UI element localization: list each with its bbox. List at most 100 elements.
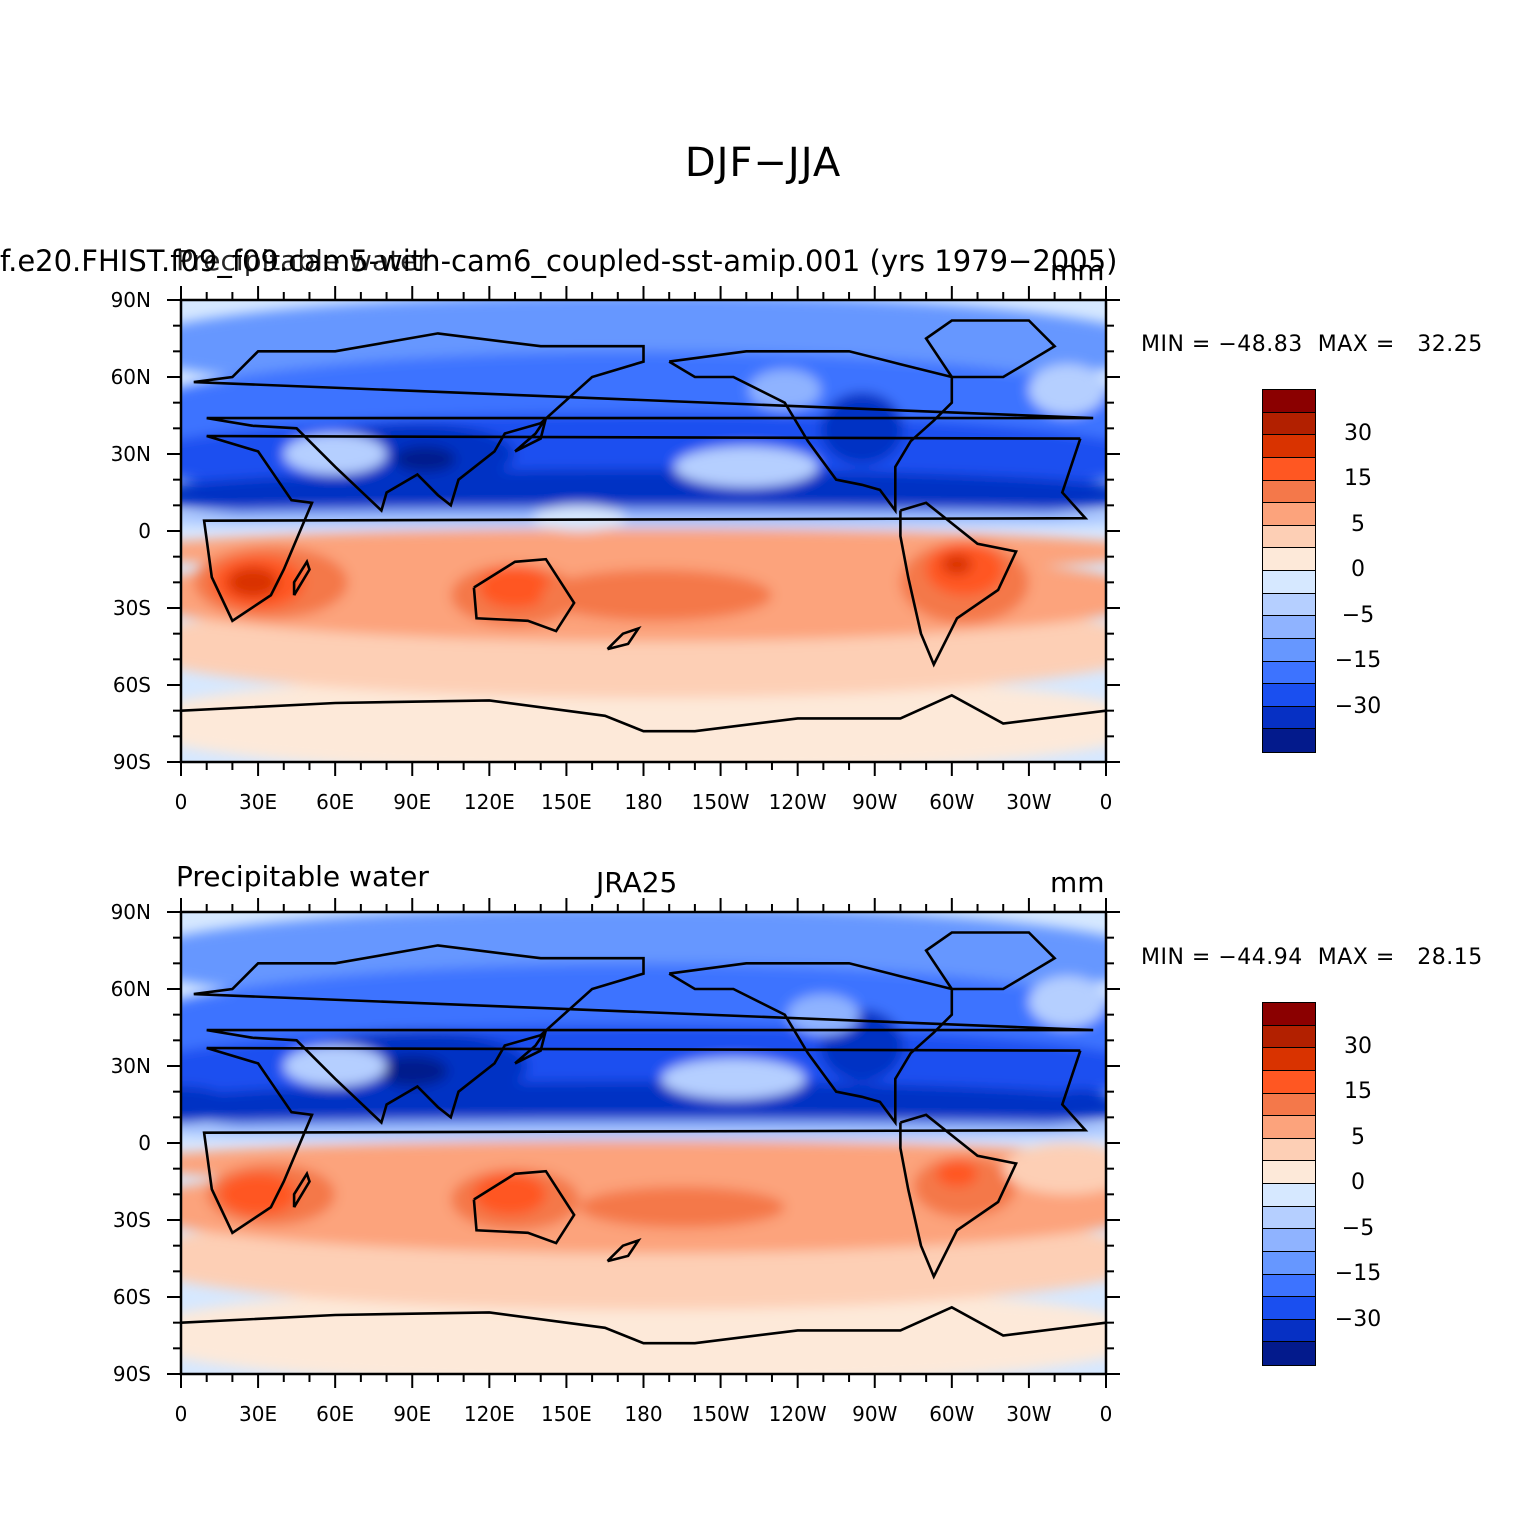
colorbar-swatch — [1263, 1116, 1315, 1139]
lon-tick-label: 90E — [393, 790, 432, 814]
colorbar-swatch — [1263, 1206, 1315, 1230]
colorbar-swatch — [1263, 1251, 1315, 1275]
colorbar-swatch — [1263, 1048, 1315, 1071]
map-model — [167, 286, 1120, 776]
colorbar-label: 0 — [1351, 1170, 1365, 1195]
colorbar-label: −5 — [1341, 1215, 1375, 1241]
lon-tick-label: 0 — [1099, 790, 1113, 814]
colorbar-swatch — [1263, 1184, 1315, 1207]
panel-left-title: Precipitable water — [176, 860, 429, 893]
contour-region — [1049, 1089, 1106, 1120]
contour-region — [181, 1140, 1106, 1187]
lon-tick-label: 120E — [463, 790, 515, 814]
lat-tick-label: 90N — [110, 288, 151, 312]
panel-units: mm — [1050, 866, 1105, 899]
colorbar-swatch — [1263, 1342, 1315, 1365]
contour-region — [181, 528, 1106, 575]
contour-region — [283, 1045, 387, 1087]
coastline — [514, 1029, 548, 1065]
lon-tick-label: 150E — [541, 790, 592, 814]
colorbar-model — [1262, 389, 1316, 753]
lat-tick-label: 0 — [138, 519, 151, 543]
panel-center-title: JRA25 — [596, 866, 678, 899]
lon-tick-label: 60W — [929, 1402, 975, 1426]
lon-tick-label: 90W — [852, 790, 898, 814]
lat-tick-label: 60N — [110, 365, 151, 389]
lon-tick-label: 180 — [624, 790, 663, 814]
colorbar-label: 30 — [1344, 420, 1372, 446]
colorbar-swatch — [1263, 616, 1315, 639]
colorbar-swatch — [1263, 1297, 1315, 1320]
coastline — [606, 626, 642, 651]
colorbar-swatch — [1263, 525, 1315, 549]
coastline — [292, 1170, 311, 1208]
contour-region — [941, 554, 973, 575]
lat-tick-label: 30N — [110, 1054, 151, 1078]
colorbar-label: 15 — [1344, 466, 1372, 491]
contour-region — [283, 433, 387, 475]
colorbar-label: 0 — [1351, 557, 1365, 582]
colorbar-swatch — [1263, 457, 1315, 481]
contour-region — [936, 1160, 978, 1187]
coastline — [668, 350, 954, 515]
contour-region — [1028, 976, 1106, 1028]
coastline — [924, 319, 1057, 379]
coastline — [899, 1113, 1018, 1280]
colorbar-label: −15 — [1334, 648, 1382, 673]
colorbar-swatch — [1263, 1070, 1315, 1094]
main-title: DJF−JJA — [684, 140, 842, 186]
lat-tick-label: 90S — [112, 1362, 151, 1386]
colorbar-swatch — [1263, 412, 1315, 436]
coastline — [202, 1046, 1089, 1235]
contour-region — [394, 446, 456, 472]
lon-tick-label: 30W — [1006, 790, 1052, 814]
coastline — [193, 944, 1094, 1125]
contour-region — [181, 1086, 233, 1123]
panel-units: mm — [1050, 254, 1105, 287]
contour-region — [674, 446, 819, 488]
coastline — [193, 332, 1094, 513]
colorbar-label: 5 — [1351, 1124, 1365, 1150]
lat-tick-label: 90N — [110, 900, 151, 924]
contour-region — [540, 569, 772, 621]
colorbar-swatch — [1263, 729, 1315, 752]
lon-tick-label: 120W — [768, 1402, 827, 1426]
lon-tick-label: 0 — [174, 1402, 188, 1426]
colorbar-label: 30 — [1344, 1033, 1372, 1059]
map-obs — [167, 898, 1120, 1388]
contour-region — [1003, 1143, 1106, 1195]
contour-region — [473, 1173, 546, 1215]
colorbar-swatch — [1263, 435, 1315, 458]
contour-region — [227, 566, 279, 598]
colorbar-swatch — [1263, 1093, 1315, 1117]
colorbar-swatch — [1263, 503, 1315, 526]
contour-region — [661, 1058, 806, 1100]
lon-tick-label: 150E — [541, 1402, 592, 1426]
coastline — [472, 557, 576, 633]
lon-tick-label: 120E — [463, 1402, 515, 1426]
lat-tick-label: 30S — [112, 596, 151, 620]
lon-tick-label: 60E — [316, 1402, 355, 1426]
lon-tick-label: 60E — [316, 790, 355, 814]
colorbar-swatch — [1263, 684, 1315, 707]
panel-left-title: Precipitable water — [176, 244, 429, 277]
colorbar-swatch — [1263, 1274, 1315, 1298]
coastline — [924, 931, 1057, 991]
panel-center-title: f.e20.FHIST.f09_f09.cam5-with-cam6_coupl… — [0, 244, 1118, 278]
lon-tick-label: 30E — [239, 790, 278, 814]
lon-tick-label: 120W — [768, 790, 827, 814]
coastline — [202, 434, 1089, 623]
contour-region — [181, 1284, 1106, 1374]
contour-region — [787, 994, 860, 1036]
colorbar-swatch — [1263, 390, 1315, 413]
coastline — [181, 693, 1106, 733]
min-max-text: MIN = −44.94 MAX = 28.15 — [1141, 945, 1483, 970]
lon-tick-label: 90E — [393, 1402, 432, 1426]
colorbar-label: −30 — [1334, 1306, 1382, 1332]
lat-tick-label: 60N — [110, 977, 151, 1001]
colorbar-swatch — [1263, 480, 1315, 504]
contour-region — [579, 1186, 785, 1228]
panel-model: f.e20.FHIST.f09_f09.cam5-with-cam6_coupl… — [0, 0, 1526, 814]
colorbar-swatch — [1263, 661, 1315, 685]
colorbar-label: −5 — [1341, 602, 1375, 628]
